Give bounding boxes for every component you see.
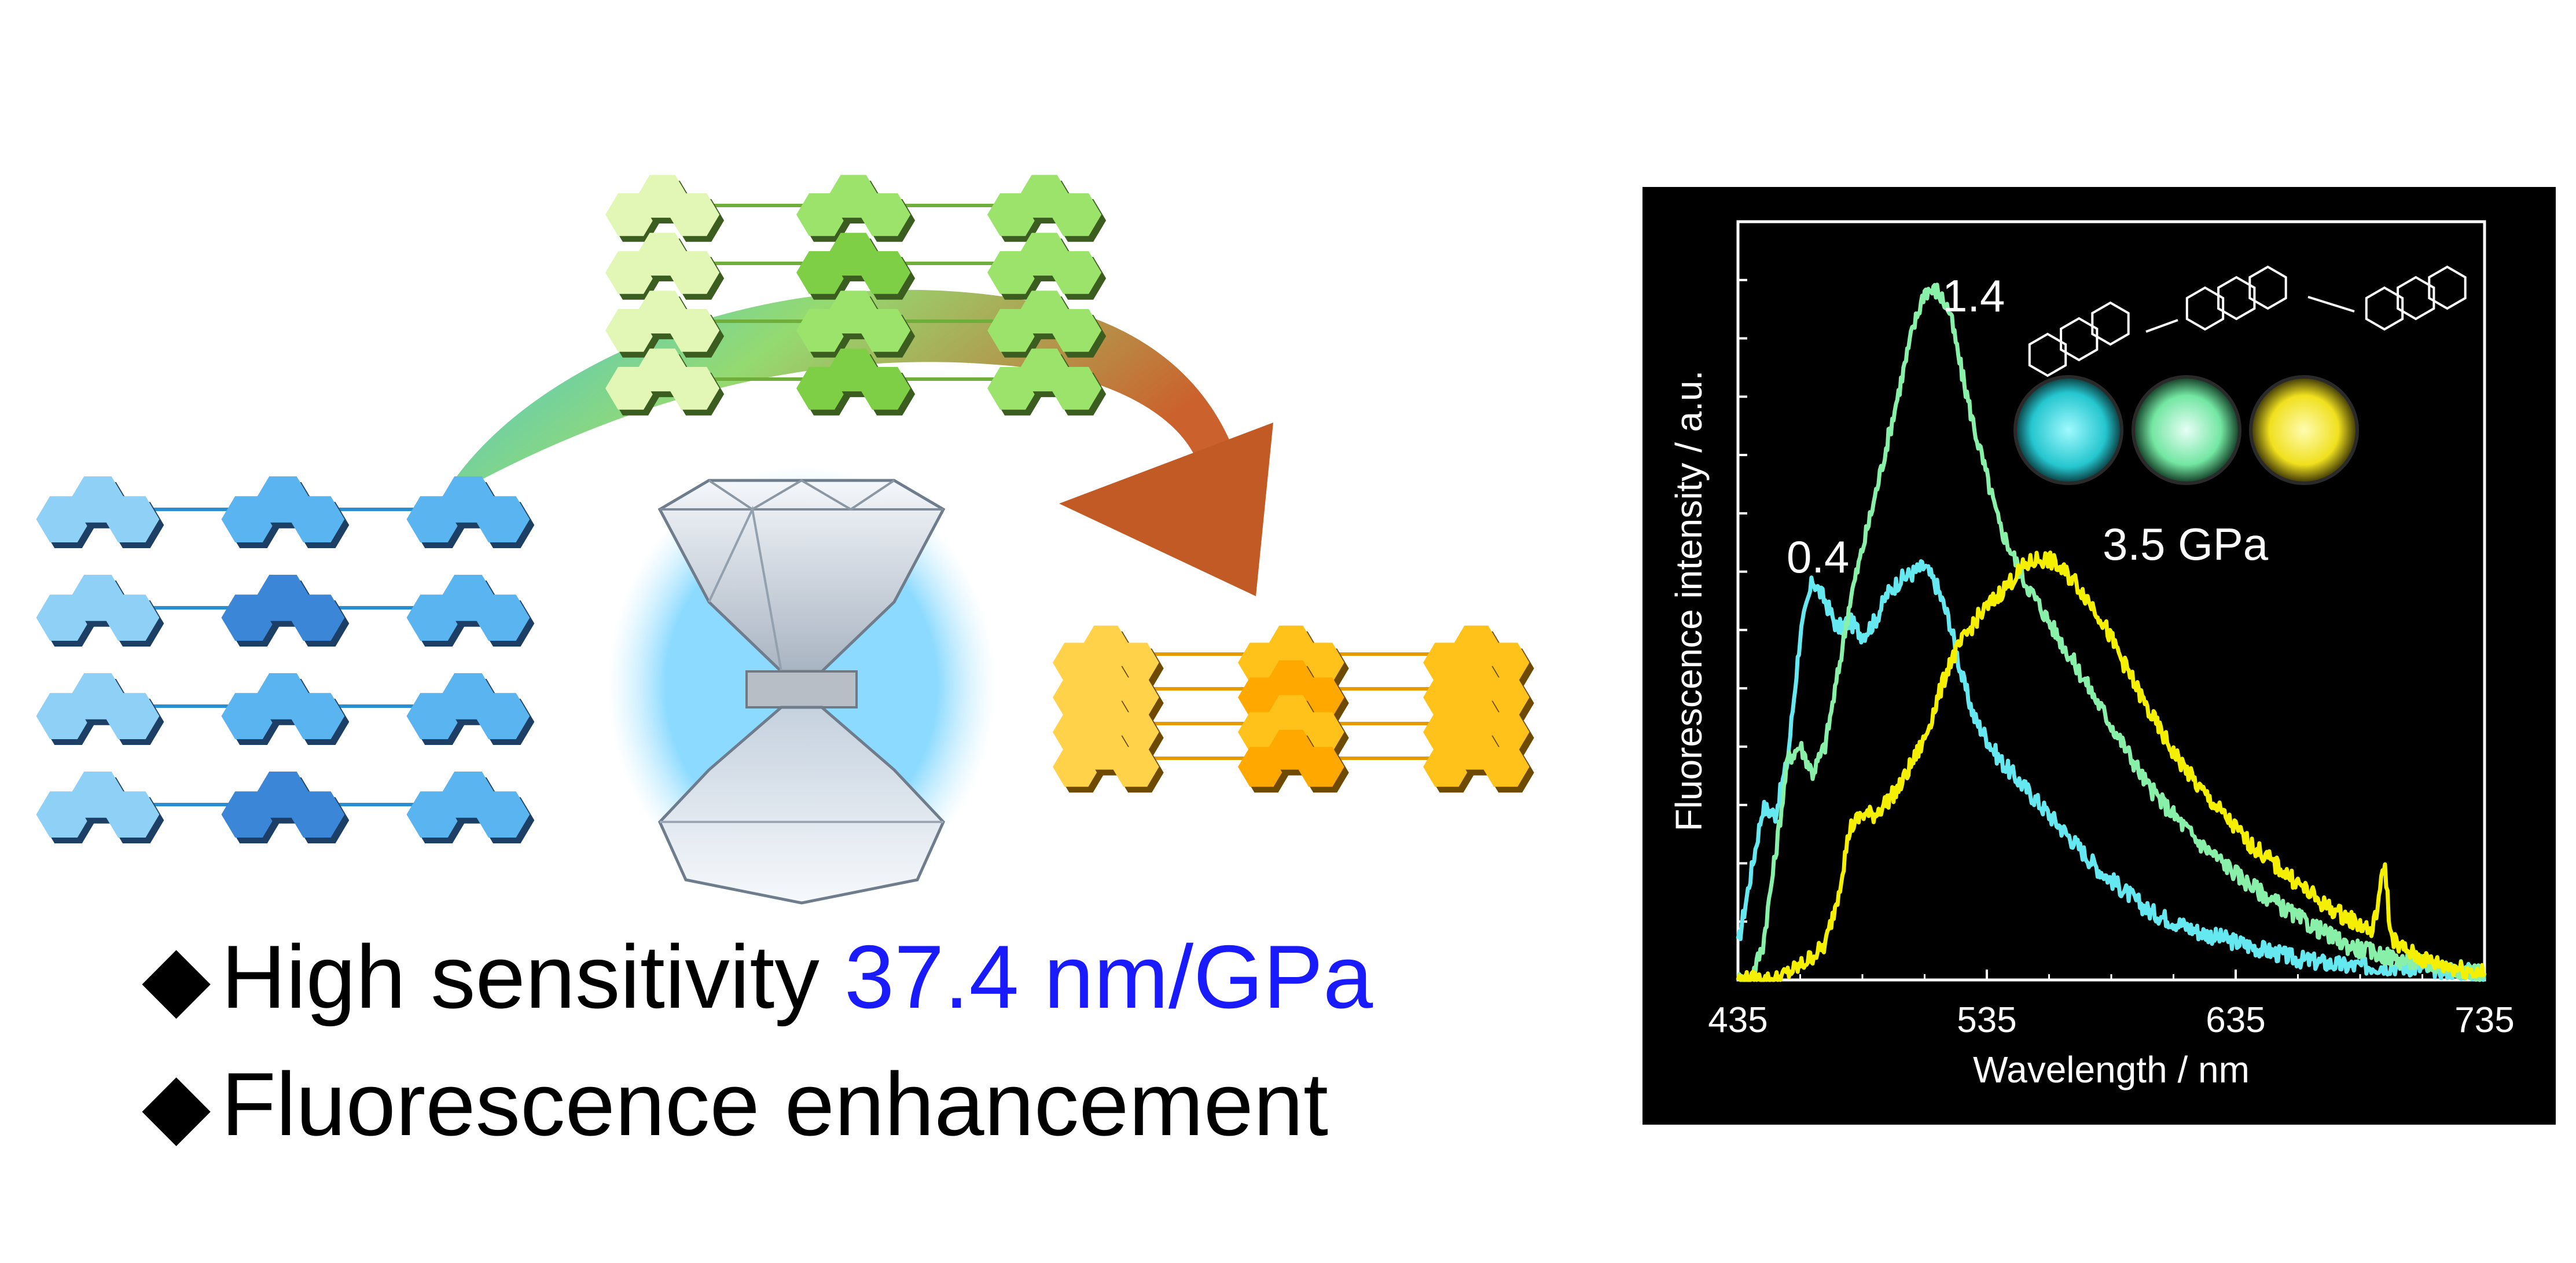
series-layer — [1736, 282, 2487, 982]
diamond-bullet-icon: ◆ — [142, 1054, 211, 1154]
crystal-photo-icon — [2013, 375, 2359, 485]
x-axis-title: Wavelength / nm — [1973, 1049, 2250, 1091]
diamond-anvil-icon — [608, 466, 995, 906]
bullet-text: High sensitivity — [221, 927, 844, 1027]
yellow-molecular-stack — [1053, 625, 1534, 793]
diamond-bullet-icon: ◆ — [142, 927, 211, 1027]
series-line-3-5-gpa — [1736, 550, 2487, 982]
green-molecular-stack — [605, 175, 1107, 416]
series-line-0-4 — [1736, 559, 2487, 982]
label-3-5-gpa: 3.5 GPa — [2103, 519, 2269, 570]
label-0-4-gpa: 0.4 — [1787, 531, 1849, 582]
x-tick-label: 435 — [1708, 1000, 1767, 1040]
y-axis-ticks — [1738, 278, 1747, 923]
x-tick-label: 635 — [2206, 1000, 2265, 1040]
anthracene-molecule-icon — [2028, 265, 2467, 377]
bullet-text: Fluorescence enhancement — [221, 1054, 1329, 1154]
x-tick-label: 535 — [1957, 1000, 2016, 1040]
sensitivity-value: 37.4 nm/GPa — [844, 927, 1373, 1027]
x-tick-label: 735 — [2454, 1000, 2514, 1040]
blue-molecular-stack — [36, 476, 535, 843]
fluorescence-chart: 435 535 635 735 Wavelength / nm Fluorescenc… — [1668, 220, 2515, 1091]
y-axis-title: Fluorescence intensity / a.u. — [1668, 370, 1710, 832]
series-line-1-4 — [1736, 282, 2487, 982]
bullet-enhancement: ◆ Fluorescence enhancement — [142, 1059, 1328, 1149]
fluorescence-chart-panel: 435 535 635 735 Wavelength / nm Fluorescenc… — [1642, 187, 2556, 1125]
bullet-sensitivity: ◆ High sensitivity 37.4 nm/GPa — [142, 932, 1373, 1022]
label-1-4-gpa: 1.4 — [1942, 270, 2005, 321]
